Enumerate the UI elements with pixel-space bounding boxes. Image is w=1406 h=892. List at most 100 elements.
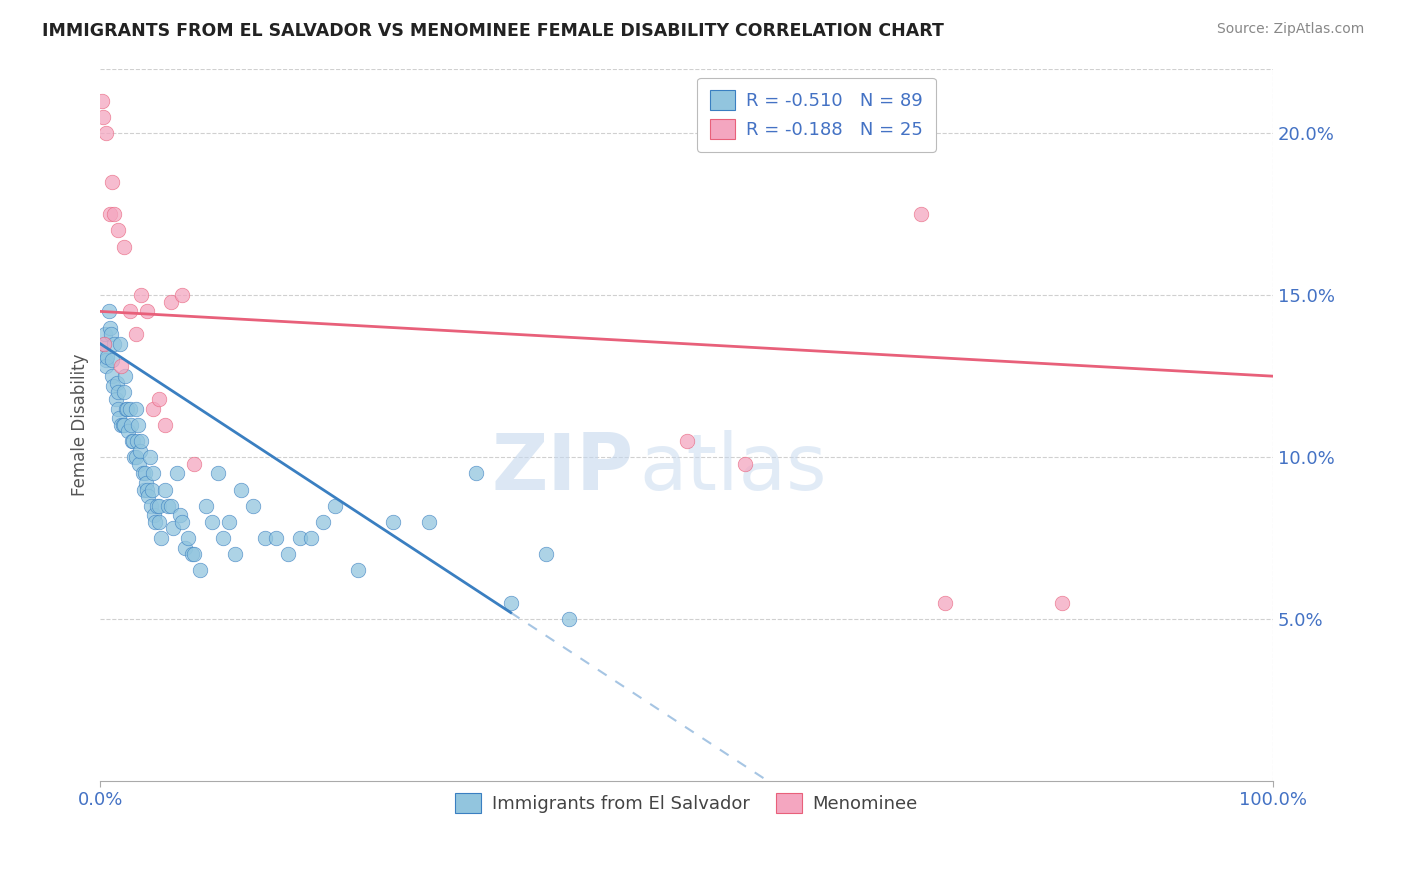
- Point: [675, 434, 697, 448]
- Point: [118, 401, 141, 416]
- Point: [145, 515, 167, 529]
- Point: [138, 489, 160, 503]
- Point: [117, 401, 139, 416]
- Point: [131, 288, 153, 302]
- Point: [110, 359, 132, 374]
- Point: [103, 207, 125, 221]
- Point: [162, 521, 184, 535]
- Point: [347, 564, 370, 578]
- Point: [173, 541, 195, 555]
- Point: [124, 401, 146, 416]
- Point: [418, 515, 440, 529]
- Point: [131, 434, 153, 448]
- Point: [499, 596, 522, 610]
- Point: [91, 110, 114, 124]
- Point: [104, 392, 127, 406]
- Point: [188, 564, 211, 578]
- Point: [312, 515, 335, 529]
- Point: [172, 288, 194, 302]
- Point: [110, 417, 132, 432]
- Point: [115, 401, 138, 416]
- Point: [98, 320, 121, 334]
- Point: [138, 450, 160, 464]
- Point: [94, 327, 117, 342]
- Point: [277, 547, 299, 561]
- Point: [110, 336, 132, 351]
- Point: [136, 304, 159, 318]
- Point: [96, 353, 118, 368]
- Point: [148, 499, 170, 513]
- Point: [131, 467, 153, 481]
- Point: [124, 327, 146, 342]
- Point: [96, 126, 118, 140]
- Point: [93, 336, 115, 351]
- Text: ZIP: ZIP: [492, 430, 634, 506]
- Point: [100, 327, 122, 342]
- Point: [323, 499, 346, 513]
- Point: [107, 401, 129, 416]
- Point: [96, 359, 118, 374]
- Point: [139, 499, 162, 513]
- Point: [108, 411, 131, 425]
- Point: [112, 385, 135, 400]
- Point: [150, 531, 173, 545]
- Point: [166, 467, 188, 481]
- Point: [183, 547, 205, 561]
- Point: [148, 392, 170, 406]
- Point: [107, 223, 129, 237]
- Point: [153, 417, 176, 432]
- Point: [134, 467, 156, 481]
- Point: [98, 207, 121, 221]
- Point: [382, 515, 405, 529]
- Point: [135, 476, 157, 491]
- Point: [299, 531, 322, 545]
- Point: [132, 483, 155, 497]
- Point: [101, 353, 124, 368]
- Point: [534, 547, 557, 561]
- Point: [103, 336, 125, 351]
- Point: [118, 304, 141, 318]
- Point: [114, 369, 136, 384]
- Y-axis label: Female Disability: Female Disability: [72, 353, 89, 496]
- Point: [103, 379, 125, 393]
- Point: [112, 417, 135, 432]
- Point: [180, 547, 202, 561]
- Point: [97, 304, 120, 318]
- Point: [253, 531, 276, 545]
- Point: [93, 336, 115, 351]
- Point: [125, 434, 148, 448]
- Point: [464, 467, 486, 481]
- Point: [148, 515, 170, 529]
- Text: IMMIGRANTS FROM EL SALVADOR VS MENOMINEE FEMALE DISABILITY CORRELATION CHART: IMMIGRANTS FROM EL SALVADOR VS MENOMINEE…: [42, 22, 943, 40]
- Point: [141, 483, 163, 497]
- Legend: Immigrants from El Salvador, Menominee: Immigrants from El Salvador, Menominee: [443, 780, 931, 825]
- Point: [128, 457, 150, 471]
- Point: [107, 385, 129, 400]
- Point: [124, 450, 146, 464]
- Point: [157, 499, 180, 513]
- Point: [90, 94, 112, 108]
- Point: [121, 434, 143, 448]
- Point: [734, 457, 756, 471]
- Point: [124, 450, 146, 464]
- Point: [264, 531, 287, 545]
- Point: [288, 531, 311, 545]
- Point: [117, 424, 139, 438]
- Point: [177, 531, 200, 545]
- Point: [194, 499, 217, 513]
- Point: [159, 294, 181, 309]
- Point: [910, 207, 932, 221]
- Point: [142, 467, 165, 481]
- Point: [101, 369, 124, 384]
- Point: [169, 508, 191, 523]
- Text: atlas: atlas: [640, 430, 827, 506]
- Point: [91, 346, 114, 360]
- Point: [183, 457, 205, 471]
- Point: [120, 417, 142, 432]
- Point: [105, 376, 128, 390]
- Text: Source: ZipAtlas.com: Source: ZipAtlas.com: [1216, 22, 1364, 37]
- Point: [136, 483, 159, 497]
- Point: [934, 596, 956, 610]
- Point: [1050, 596, 1073, 610]
- Point: [172, 515, 194, 529]
